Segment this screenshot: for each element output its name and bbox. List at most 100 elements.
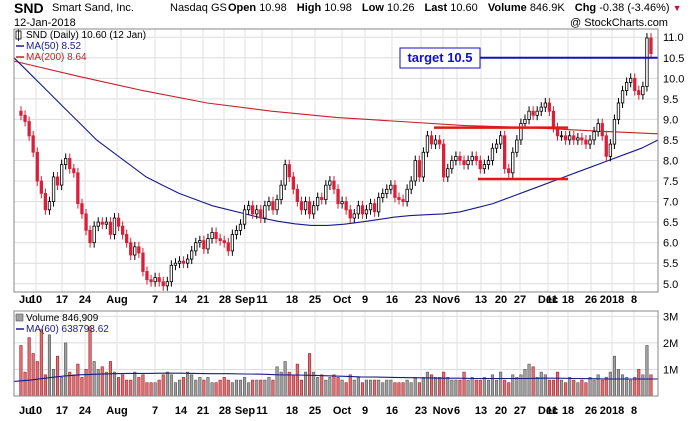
volume-ma60-line: [13, 372, 658, 382]
candle: [234, 225, 239, 240]
candle-body: [23, 114, 27, 122]
candle-body: [259, 209, 263, 219]
candle-body: [462, 160, 466, 165]
candle: [275, 194, 279, 215]
candle-body: [572, 135, 576, 141]
candle-body: [433, 139, 438, 145]
candle-body: [112, 217, 117, 235]
candle: [616, 98, 621, 125]
volume-bar: [283, 361, 287, 397]
candle-body: [437, 139, 442, 145]
price-x-tick-label: Sep: [235, 294, 255, 306]
candle: [96, 217, 100, 232]
volume-bar: [649, 374, 653, 397]
candle-body: [568, 135, 572, 141]
candle-body: [600, 123, 604, 137]
candle: [88, 225, 92, 248]
volume-bar: [328, 377, 332, 397]
volume-bar: [104, 371, 108, 397]
candle-body: [108, 221, 113, 235]
candle-body: [539, 106, 543, 112]
volume-bar: [450, 379, 454, 397]
candle-body: [474, 155, 478, 161]
candle: [267, 196, 271, 211]
volume-bar: [572, 379, 576, 397]
volume-bar: [551, 379, 556, 397]
candle: [336, 184, 340, 209]
price-tick-label: 11.0: [663, 32, 684, 44]
candle-body: [27, 121, 31, 137]
price-x-tick-label: 13: [475, 294, 487, 306]
volume-bar: [259, 379, 263, 397]
candle-body: [470, 155, 474, 161]
open-label: Open: [228, 2, 257, 14]
candle: [157, 272, 161, 287]
volume-x-tick-label: 11: [256, 405, 268, 417]
volume-bar: [19, 345, 23, 397]
quote-summary: Open 10.98 High 10.98 Low 10.26 Last 10.…: [228, 2, 682, 14]
candle-body: [360, 205, 365, 215]
candle: [584, 135, 588, 149]
candle: [177, 256, 182, 269]
volume-bar: [47, 334, 52, 397]
volume-bar: [421, 377, 425, 397]
candle-body: [84, 213, 88, 231]
price-grid: [14, 29, 658, 292]
candle-body: [633, 77, 637, 92]
candle: [169, 260, 174, 287]
volume-bar: [190, 374, 194, 397]
price-panel-frame: [13, 28, 659, 293]
volume-bar: [474, 379, 478, 397]
volume-bar: [499, 371, 503, 397]
volume-bar: [494, 379, 499, 397]
volume-bar: [564, 382, 568, 397]
volume-bar: [377, 379, 381, 397]
candle-body: [348, 209, 352, 219]
candle: [592, 126, 596, 145]
candle: [51, 172, 56, 207]
stockcharts-credit[interactable]: @ StockCharts.com: [570, 17, 668, 29]
volume-tick-label: 1M: [663, 364, 678, 376]
volume-x-tick-label: 7: [152, 405, 158, 417]
candle: [458, 151, 462, 166]
candle: [344, 196, 348, 215]
candle: [72, 163, 76, 178]
candle-body: [283, 164, 287, 186]
candle: [535, 106, 539, 121]
candle-body: [153, 277, 157, 283]
volume-bar: [600, 379, 604, 397]
candle: [389, 180, 393, 195]
candle: [564, 130, 568, 145]
volume-x-tick-label: 28: [219, 405, 231, 417]
volume-bar: [332, 374, 336, 397]
price-tick-label: 8.5: [663, 135, 678, 147]
candle-body: [271, 201, 275, 211]
candle: [649, 33, 653, 59]
volume-bar: [559, 379, 564, 397]
candle-body: [543, 102, 547, 108]
volume-bar: [194, 379, 198, 397]
candle: [202, 235, 206, 254]
candle: [60, 159, 64, 191]
candle-body: [494, 143, 499, 149]
volume-legend-entry: Volume 846,909: [26, 313, 99, 324]
candle-body: [393, 184, 397, 198]
candle-body: [592, 131, 596, 141]
volume-bar: [454, 379, 458, 397]
candle-body: [515, 139, 519, 153]
volume-bar: [84, 369, 88, 397]
quote-date: 12-Jan-2018: [14, 17, 76, 29]
candle: [572, 130, 576, 145]
candle-body: [226, 242, 230, 252]
volume-bar: [356, 377, 360, 397]
candle-body: [303, 201, 308, 211]
candle-body: [531, 110, 535, 116]
candle: [141, 248, 145, 277]
volume-bar: [625, 377, 629, 397]
volume-x-tick-label: 18: [562, 405, 574, 417]
candle-body: [612, 119, 617, 145]
volume-x-tick-label: Sep: [235, 405, 255, 417]
candle: [555, 122, 560, 141]
candle: [433, 135, 438, 149]
volume-x-tick-label: 8: [631, 405, 637, 417]
